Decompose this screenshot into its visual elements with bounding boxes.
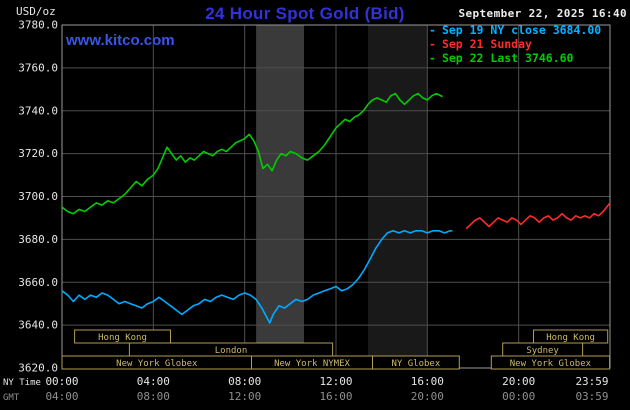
series-line-sep19 [61, 230, 453, 324]
y-tick-label: 3640.0 [18, 319, 58, 332]
x-tick-label: 12:00 [228, 390, 261, 403]
series-line-sep21 [465, 202, 611, 230]
chart-legend: - Sep 19 NY close 3684.00 - Sep 21 Sunday … [429, 23, 601, 65]
chart-title: 24 Hour Spot Gold (Bid) [205, 4, 405, 23]
x-tick-label: 16:00 [411, 375, 444, 388]
session-label: NY Globex [392, 359, 441, 369]
x-axis-row-label: NY Time [3, 378, 41, 388]
legend-line-marker: - [429, 51, 436, 65]
x-axis-row-label: GMT [3, 393, 20, 403]
x-tick-label: 23:59 [575, 375, 608, 388]
y-tick-label: 3680.0 [18, 233, 58, 246]
y-tick-label: 3700.0 [18, 190, 58, 203]
x-tick-label: 08:00 [228, 375, 261, 388]
x-tick-label: 00:00 [502, 390, 535, 403]
legend-item-sep22: - Sep 22 Last 3746.60 [429, 51, 601, 65]
session-label: Hong Kong [546, 333, 595, 343]
legend-label: Sep 22 Last 3746.60 [441, 51, 574, 65]
chart-datetime: September 22, 2025 16:40 [458, 7, 627, 20]
x-tick-label: 03:59 [575, 390, 608, 403]
y-tick-label: 3720.0 [18, 147, 58, 160]
legend-line-marker: - [429, 23, 436, 37]
session-label: New York Globex [116, 359, 198, 369]
x-tick-label: 20:00 [502, 375, 535, 388]
session-label: New York Globex [510, 359, 592, 369]
session-box [372, 355, 460, 370]
kitco-watermark-link[interactable]: www.kitco.com [66, 32, 175, 49]
legend-item-sep19: - Sep 19 NY close 3684.00 [429, 23, 601, 37]
legend-line-marker: - [429, 37, 436, 51]
y-axis-unit-label: USD/oz [16, 5, 56, 18]
session-label: Sydney [526, 346, 559, 356]
x-tick-label: 16:00 [319, 390, 352, 403]
session-label: London [215, 346, 248, 356]
session-label: New York NYMEX [274, 359, 350, 369]
y-tick-label: 3660.0 [18, 276, 58, 289]
x-tick-label: 04:00 [137, 375, 170, 388]
y-tick-label: 3760.0 [18, 61, 58, 74]
x-tick-label: 00:00 [45, 375, 78, 388]
y-tick-label: 3740.0 [18, 104, 58, 117]
legend-item-sep21: - Sep 21 Sunday [429, 37, 601, 51]
x-tick-label: 04:00 [45, 390, 78, 403]
session-label: Hong Kong [98, 333, 147, 343]
session-box [74, 329, 171, 344]
x-tick-label: 12:00 [319, 375, 352, 388]
session-box [490, 355, 611, 370]
legend-label: Sep 19 NY close 3684.00 [441, 23, 602, 37]
y-tick-label: 3620.0 [18, 362, 58, 375]
series-line-sep22 [61, 92, 443, 215]
x-tick-label: 20:00 [411, 390, 444, 403]
x-tick-label: 08:00 [137, 390, 170, 403]
legend-label: Sep 21 Sunday [441, 37, 532, 51]
y-tick-label: 3780.0 [18, 19, 58, 32]
